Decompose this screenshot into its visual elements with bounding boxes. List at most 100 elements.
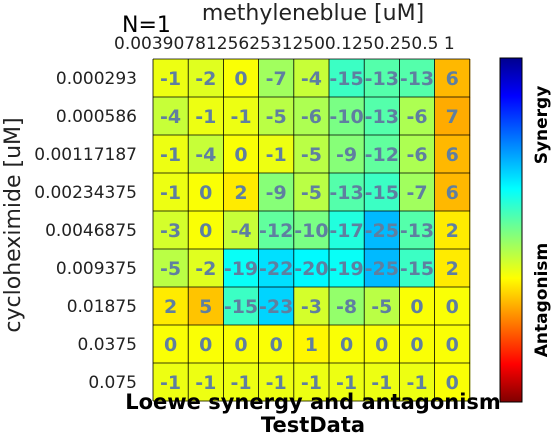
- heatmap-cell: [188, 249, 224, 288]
- heatmap-cell-value: 7: [446, 106, 459, 128]
- heatmap-cell-value: -9: [266, 182, 287, 204]
- heatmap-cell: [258, 97, 295, 136]
- colorbar-label-antagonism: Antagonism: [532, 243, 552, 357]
- heatmap-cell: [293, 173, 330, 212]
- heatmap-cell-value: 0: [199, 220, 212, 242]
- colorbar: [499, 57, 523, 403]
- heatmap-cell: [223, 249, 260, 288]
- heatmap-cell-value: 0: [446, 296, 459, 318]
- heatmap-cell-value: 0: [164, 334, 177, 356]
- heatmap-cell: [188, 59, 224, 98]
- y-axis-title: cycloheximide [uM]: [1, 117, 26, 332]
- heatmap-cell-value: -9: [336, 144, 357, 166]
- heatmap-cell: [434, 325, 471, 364]
- heatmap-cell: [188, 97, 224, 136]
- heatmap-cell-value: -10: [294, 220, 328, 242]
- heatmap-cell-value: -25: [365, 258, 399, 280]
- heatmap-cell-value: -12: [365, 144, 399, 166]
- heatmap-cell: [223, 287, 260, 326]
- heatmap-cell: [293, 363, 330, 402]
- heatmap-grid: [152, 58, 471, 402]
- heatmap-cell: [399, 287, 436, 326]
- heatmap-cell: [364, 59, 400, 98]
- y-tick-label: 0.0375: [78, 335, 137, 355]
- heatmap-cell-value: -7: [406, 182, 427, 204]
- heatmap-cell-value: -1: [371, 372, 392, 394]
- heatmap-cell-value: -6: [301, 106, 322, 128]
- heatmap-cell: [329, 363, 365, 402]
- heatmap-cell-value: -17: [329, 220, 363, 242]
- heatmap-cell: [399, 325, 436, 364]
- heatmap-cell-value: 0: [234, 334, 247, 356]
- heatmap-cell: [188, 135, 224, 174]
- heatmap-cell: [329, 97, 365, 136]
- heatmap-cell: [434, 249, 471, 288]
- heatmap-cell-value: -2: [195, 258, 216, 280]
- heatmap-cell: [223, 325, 260, 364]
- heatmap-cell-value: 5: [199, 296, 212, 318]
- heatmap-cell-value: 0: [270, 334, 283, 356]
- heatmap-cell-value: -5: [301, 144, 322, 166]
- heatmap-cell: [188, 325, 224, 364]
- heatmap-cell: [434, 287, 471, 326]
- heatmap-cell-value: -5: [371, 296, 392, 318]
- heatmap-cell: [223, 173, 260, 212]
- heatmap-cell-value: -1: [406, 372, 427, 394]
- x-axis-title: methyleneblue [uM]: [202, 1, 424, 26]
- heatmap-cell: [434, 97, 471, 136]
- heatmap-cell: [364, 211, 400, 250]
- heatmap-cell: [293, 135, 330, 174]
- heatmap-cell-value: -13: [400, 220, 434, 242]
- heatmap-cell-value: -22: [259, 258, 293, 280]
- heatmap-cell-value: -12: [259, 220, 293, 242]
- heatmap-cell-value: -13: [329, 182, 363, 204]
- heatmap-cell-value: 0: [199, 334, 212, 356]
- heatmap-cell: [329, 325, 365, 364]
- heatmap-cell-value: -13: [365, 68, 399, 90]
- y-tick-label: 0.000293: [56, 69, 137, 89]
- heatmap-cell-value: 2: [446, 220, 459, 242]
- heatmap-cell: [223, 211, 260, 250]
- heatmap-cell: [399, 135, 436, 174]
- heatmap-cell-value: -2: [195, 68, 216, 90]
- heatmap-cell: [153, 135, 189, 174]
- heatmap-cell-value: 6: [446, 182, 459, 204]
- heatmap-cell-value: -1: [195, 372, 216, 394]
- heatmap-cell-value: 2: [234, 182, 247, 204]
- y-tick-label: 0.01875: [67, 297, 137, 317]
- heatmap-cell: [364, 135, 400, 174]
- heatmap-cell-value: -19: [329, 258, 363, 280]
- heatmap-cell: [364, 249, 400, 288]
- heatmap-cell: [329, 211, 365, 250]
- heatmap-cell-value: 0: [446, 372, 459, 394]
- heatmap-cell: [434, 173, 471, 212]
- heatmap-cell-value: -15: [365, 182, 399, 204]
- heatmap-cell: [258, 363, 295, 402]
- heatmap-cell-value: 1: [305, 334, 318, 356]
- heatmap-cell-value: 0: [375, 334, 388, 356]
- heatmap-cell-value: 0: [234, 144, 247, 166]
- heatmap-cell: [188, 363, 224, 402]
- heatmap-cell: [434, 59, 471, 98]
- heatmap-cell: [364, 97, 400, 136]
- y-tick-label: 0.00117187: [34, 145, 137, 165]
- heatmap-cell-value: 2: [446, 258, 459, 280]
- heatmap-cell: [188, 173, 224, 212]
- heatmap-cell-value: -1: [160, 144, 181, 166]
- heatmap-cell-value: -3: [160, 220, 181, 242]
- heatmap-cell: [258, 249, 295, 288]
- heatmap-cell: [258, 287, 295, 326]
- heatmap-cell-value: -3: [301, 296, 322, 318]
- heatmap-cell-value: 2: [164, 296, 177, 318]
- heatmap-cell: [364, 173, 400, 212]
- heatmap-cell-value: 0: [410, 334, 423, 356]
- heatmap-cell: [329, 59, 365, 98]
- heatmap-cell-value: -13: [365, 106, 399, 128]
- heatmap-cell-value: -1: [230, 372, 251, 394]
- heatmap-cell-value: -1: [160, 182, 181, 204]
- heatmap-cell: [153, 173, 189, 212]
- heatmap-cell-value: -1: [301, 372, 322, 394]
- heatmap-cell-value: -23: [259, 296, 293, 318]
- heatmap-cell-value: -6: [406, 106, 427, 128]
